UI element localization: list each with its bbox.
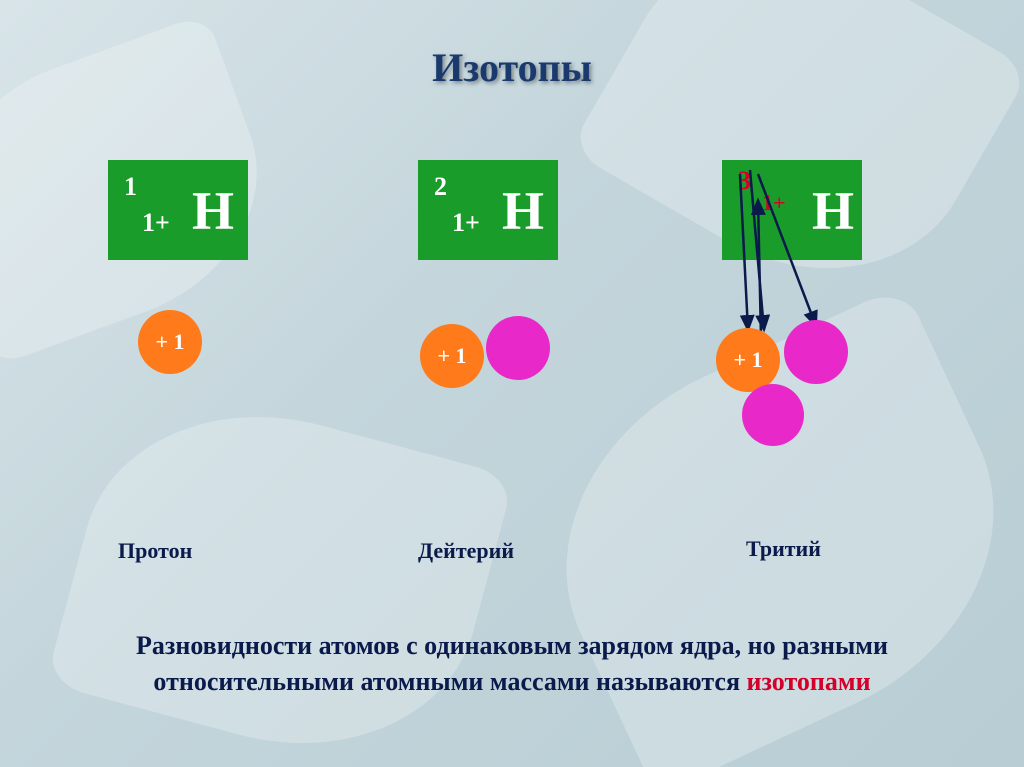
proton-circle: + 1 [420, 324, 484, 388]
charge-2: 1+ [452, 208, 480, 238]
isotope-box-2: 2 1+ H [418, 160, 558, 260]
neutron-circle [784, 320, 848, 384]
proton-circle: + 1 [138, 310, 202, 374]
slide-title: Изотопы [0, 44, 1024, 91]
mass-number-1: 1 [124, 172, 137, 202]
definition-line-2: относительными атомными массами называют… [40, 664, 984, 700]
isotope-box-1: 1 1+ H [108, 160, 248, 260]
proton-circle: + 1 [716, 328, 780, 392]
symbol-1: H [192, 180, 234, 242]
neutron-circle [486, 316, 550, 380]
definition-highlight: изотопами [747, 667, 871, 696]
isotope-label-3: Тритий [746, 536, 821, 562]
mass-number-2: 2 [434, 172, 447, 202]
definition-line-2-pre: относительными атомными массами называют… [153, 667, 746, 696]
isotope-label-1: Протон [118, 538, 192, 564]
isotope-label-2: Дейтерий [418, 538, 514, 564]
charge-1: 1+ [142, 208, 170, 238]
definition-text: Разновидности атомов с одинаковым зарядо… [40, 628, 984, 701]
definition-line-1: Разновидности атомов с одинаковым зарядо… [40, 628, 984, 664]
neutron-circle [742, 384, 804, 446]
symbol-2: H [502, 180, 544, 242]
